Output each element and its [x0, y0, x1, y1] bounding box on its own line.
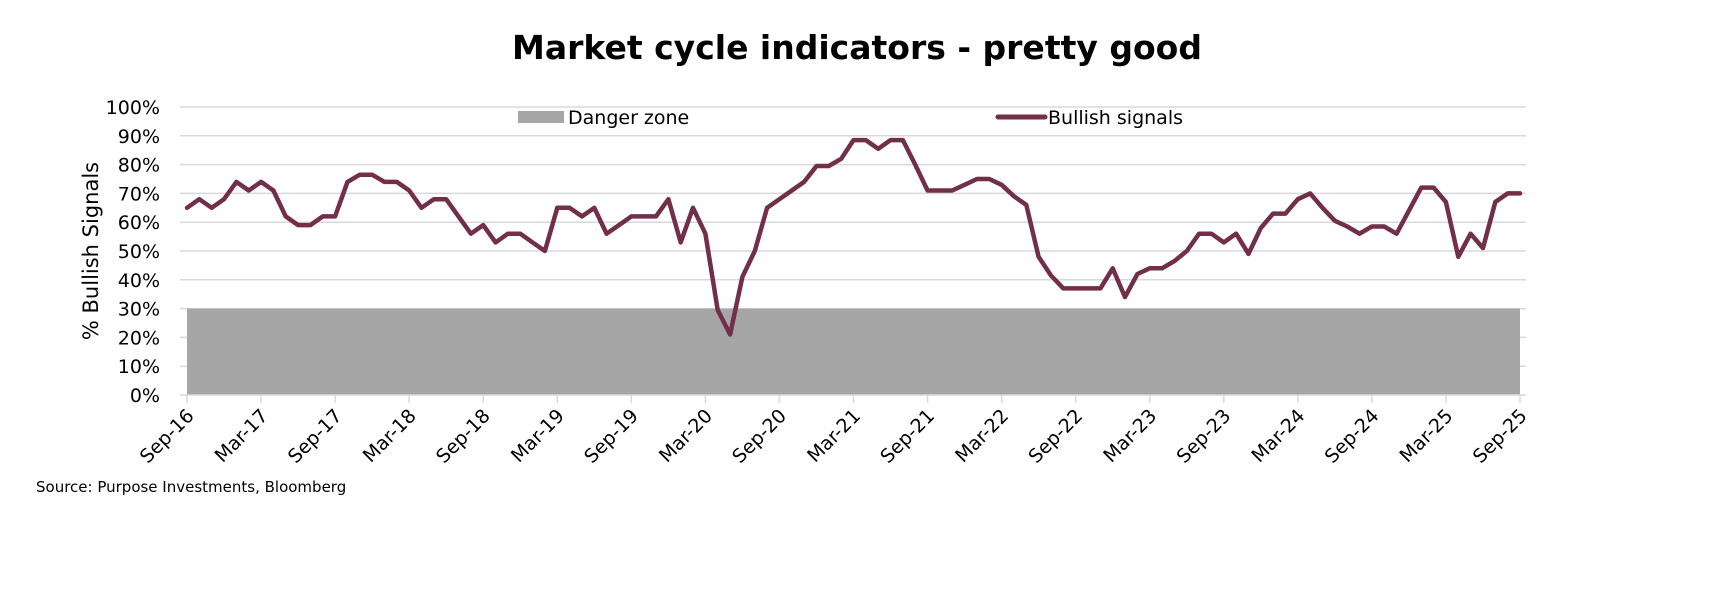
x-tick-label: Mar-23: [1099, 405, 1161, 467]
x-tick-label: Sep-16: [136, 405, 199, 468]
y-tick-label: 20%: [118, 327, 160, 349]
y-tick-label: 100%: [106, 97, 160, 119]
bullish-signals-line: [184, 137, 1523, 337]
x-tick-label: Mar-19: [507, 405, 569, 467]
chart-title: Market cycle indicators - pretty good: [512, 28, 1202, 67]
x-tick-label: Sep-18: [432, 405, 495, 468]
legend: Danger zone Bullish signals: [518, 107, 1183, 129]
x-tick-label: Mar-18: [359, 405, 421, 467]
y-tick-label: 0%: [130, 385, 160, 407]
y-axis-label: % Bullish Signals: [79, 162, 103, 340]
x-tick-label: Sep-20: [728, 405, 791, 468]
x-tick-label: Mar-17: [211, 405, 273, 467]
danger-zone-area: [187, 308, 1520, 395]
y-tick-label: 80%: [118, 155, 160, 177]
legend-swatch-danger-zone: [518, 111, 564, 123]
y-tick-label: 10%: [118, 356, 160, 378]
x-tick-label: Mar-21: [803, 405, 865, 467]
legend-label-danger-zone: Danger zone: [568, 107, 689, 129]
x-tick-label: Mar-20: [655, 405, 717, 467]
source-note: Source: Purpose Investments, Bloomberg: [36, 478, 347, 496]
x-tick-label: Sep-24: [1321, 405, 1384, 468]
y-tick-label: 60%: [118, 212, 160, 234]
x-tick-label: Sep-21: [876, 405, 939, 468]
x-tick-label: Sep-23: [1172, 405, 1235, 468]
y-tick-label: 90%: [118, 126, 160, 148]
legend-label-bullish-signals: Bullish signals: [1048, 107, 1183, 129]
x-tick-label: Sep-25: [1469, 405, 1532, 468]
x-tick-label: Sep-19: [580, 405, 643, 468]
x-tick-label: Mar-24: [1247, 405, 1309, 467]
x-tick-label: Sep-17: [284, 405, 347, 468]
y-tick-label: 40%: [118, 270, 160, 292]
x-tick-label: Sep-22: [1024, 405, 1087, 468]
x-tick-label: Mar-22: [951, 405, 1013, 467]
y-tick-label: 50%: [118, 241, 160, 263]
x-tick-label: Mar-25: [1395, 405, 1457, 467]
y-tick-label: 70%: [118, 183, 160, 205]
y-tick-label: 30%: [118, 299, 160, 321]
